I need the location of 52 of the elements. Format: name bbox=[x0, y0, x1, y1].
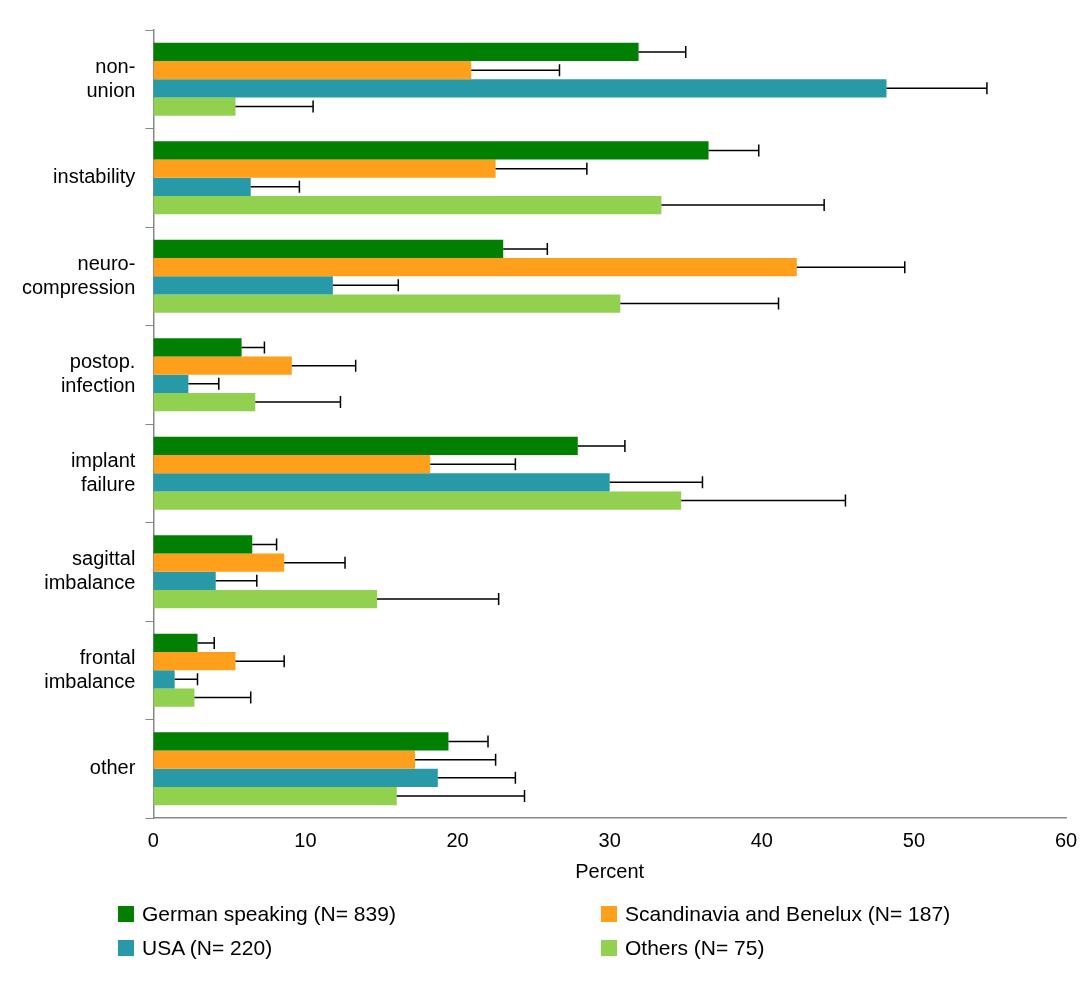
bar bbox=[153, 356, 292, 375]
bar bbox=[153, 768, 438, 787]
bar bbox=[153, 633, 198, 653]
bar bbox=[153, 491, 682, 510]
bar bbox=[153, 436, 578, 456]
legend-label: USA (N= 220) bbox=[142, 936, 273, 960]
x-tick-label: 10 bbox=[294, 828, 317, 851]
bar bbox=[153, 239, 504, 259]
bar bbox=[153, 276, 333, 295]
bar bbox=[153, 294, 621, 313]
bar bbox=[153, 159, 496, 178]
bar bbox=[153, 786, 397, 806]
y-tick-label: neuro-compression bbox=[21, 251, 136, 298]
y-tick-label: non-union bbox=[86, 54, 136, 101]
y-tick-label: instability bbox=[53, 165, 136, 188]
bar bbox=[153, 589, 377, 609]
y-tick-label: other bbox=[89, 756, 136, 779]
x-tick-label: 50 bbox=[902, 828, 926, 851]
bar bbox=[153, 535, 253, 554]
bar bbox=[153, 177, 251, 196]
bar bbox=[153, 732, 449, 751]
bar bbox=[153, 670, 175, 689]
bar bbox=[153, 392, 256, 412]
y-tick-label: postop. infection bbox=[60, 350, 136, 397]
bar bbox=[153, 42, 639, 62]
bar bbox=[153, 61, 472, 80]
bar bbox=[153, 455, 431, 474]
legend-label: German speaking (N= 839) bbox=[142, 902, 396, 926]
bar bbox=[153, 338, 242, 357]
bar bbox=[153, 258, 797, 277]
bar bbox=[153, 571, 216, 590]
legend-label: Others (N= 75) bbox=[625, 936, 765, 960]
y-tick-label: implant failure bbox=[70, 448, 136, 495]
bar bbox=[153, 652, 236, 671]
y-tick-label: sagittal imbalance bbox=[44, 547, 136, 594]
x-tick-label: 30 bbox=[598, 828, 621, 851]
bar bbox=[153, 553, 285, 572]
y-tick-label: frontal imbalance bbox=[44, 645, 136, 692]
legend-label: Scandinavia and Benelux (N= 187) bbox=[625, 902, 951, 926]
bar bbox=[153, 141, 709, 160]
bar bbox=[153, 79, 887, 98]
bar bbox=[153, 750, 415, 769]
x-tick-label: 20 bbox=[446, 828, 469, 851]
x-tick-label: 40 bbox=[750, 828, 773, 851]
bar bbox=[153, 374, 189, 393]
bar bbox=[153, 195, 662, 215]
bar bbox=[153, 97, 236, 116]
x-axis-title: Percent bbox=[575, 859, 645, 882]
x-tick-label: 60 bbox=[1054, 828, 1078, 851]
x-tick-label: 0 bbox=[147, 828, 159, 851]
bar bbox=[153, 473, 610, 492]
bar bbox=[153, 688, 195, 707]
